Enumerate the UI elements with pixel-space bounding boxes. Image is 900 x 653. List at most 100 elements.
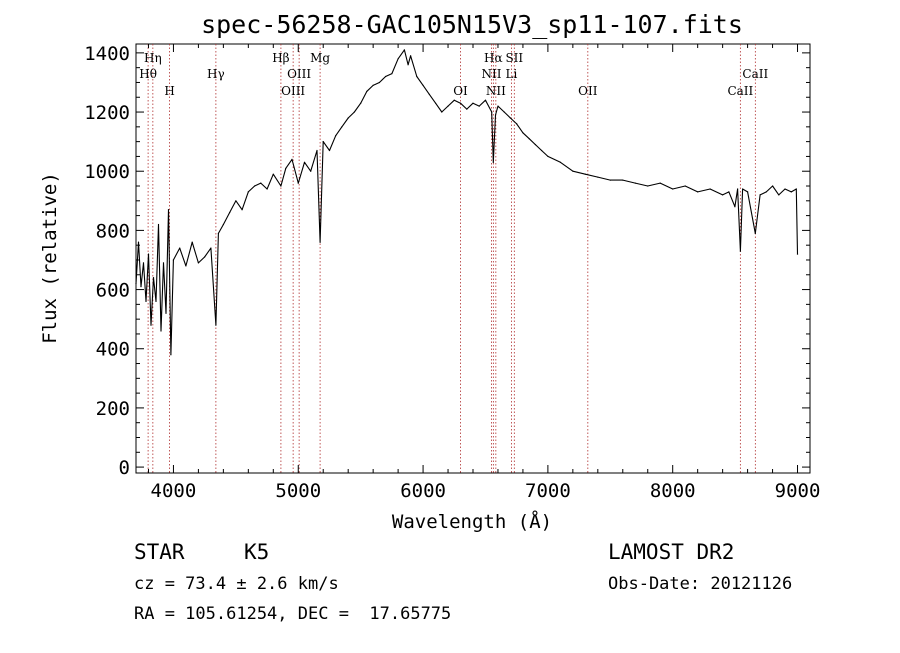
flux-point — [737, 188, 739, 190]
flux-point — [142, 262, 145, 264]
flux-point — [353, 111, 355, 113]
spectral-line-label: SII — [505, 51, 523, 65]
flux-point — [790, 191, 792, 193]
y-axis-label: Flux (relative) — [39, 172, 61, 344]
flux-point — [584, 173, 586, 175]
x-tick-label: 9000 — [775, 480, 821, 502]
spectral-line-label: Li — [506, 67, 518, 81]
flux-point — [191, 241, 193, 243]
flux-point — [528, 138, 530, 140]
object-subclass: K5 — [244, 540, 270, 564]
spectral-line-label: Hθ — [139, 67, 157, 81]
y-tick-label: 400 — [96, 339, 130, 361]
flux-point — [516, 123, 518, 125]
y-tick-label: 0 — [119, 457, 130, 479]
flux-point — [522, 132, 524, 134]
flux-point — [229, 212, 231, 214]
flux-point — [135, 283, 137, 285]
flux-point — [157, 223, 160, 226]
flux-point — [360, 102, 362, 104]
coordinates: RA = 105.61254, DEC = 17.65775 — [134, 604, 452, 624]
flux-point — [672, 188, 674, 190]
flux-point — [459, 102, 462, 104]
y-tick-label: 1200 — [84, 102, 130, 124]
flux-point — [796, 253, 799, 255]
x-tick-label: 7000 — [525, 480, 571, 502]
flux-point — [165, 312, 167, 314]
flux-point — [778, 194, 780, 196]
flux-point — [447, 105, 449, 107]
spectral-line-label: OIII — [287, 67, 311, 81]
flux-point — [297, 182, 299, 184]
flux-point — [497, 105, 499, 107]
flux-point — [435, 102, 437, 104]
flux-point — [772, 185, 774, 187]
flux-point — [684, 185, 686, 187]
flux-point — [397, 58, 399, 60]
flux-point — [559, 161, 562, 163]
flux-point — [167, 209, 170, 211]
flux-series — [135, 49, 799, 356]
spectral-line-labels: HηHθHHγHβOIIIOIIIMgOIHαNIINIILiOIISIICaI… — [139, 51, 768, 98]
flux-point — [759, 194, 761, 196]
x-tick-label: 5000 — [275, 480, 321, 502]
flux-point — [162, 262, 165, 264]
x-tick-label: 6000 — [400, 480, 446, 502]
flux-point — [140, 286, 142, 288]
flux-point — [137, 241, 140, 243]
flux-point — [697, 191, 699, 193]
x-axis-label: Wavelength (Å) — [392, 510, 552, 533]
flux-point — [215, 324, 217, 326]
flux-point — [722, 194, 724, 196]
flux-point — [328, 149, 331, 152]
flux-point — [453, 99, 455, 101]
spectral-line-label: Hα — [484, 51, 503, 65]
x-tick-label: 4000 — [151, 480, 197, 502]
flux-point — [428, 93, 430, 95]
flux-point — [378, 81, 380, 84]
spectral-line-markers — [147, 44, 756, 473]
flux-point — [241, 209, 243, 211]
flux-point — [179, 247, 181, 249]
flux-line — [135, 49, 799, 356]
flux-point — [742, 188, 744, 190]
y-axis-ticks: 0 200 400 600 800 1000 1200 1400 — [84, 43, 810, 479]
flux-point — [322, 141, 324, 143]
flux-point — [478, 105, 480, 107]
flux-point — [754, 232, 756, 234]
flux-point — [335, 135, 337, 137]
flux-point — [547, 155, 549, 157]
flux-point — [747, 191, 749, 193]
flux-point — [160, 330, 162, 332]
flux-point — [254, 185, 256, 187]
flux-point — [155, 300, 157, 302]
flux-point — [316, 149, 318, 152]
observation-date: Obs-Date: 20121126 — [608, 574, 793, 594]
flux-point — [407, 64, 409, 66]
flux-point — [366, 90, 368, 92]
spectral-line-label: OIII — [281, 84, 305, 98]
x-tick-label: 8000 — [650, 480, 696, 502]
flux-point — [210, 247, 212, 249]
flux-point — [272, 173, 274, 175]
spectral-line-label: OII — [578, 84, 598, 98]
spectral-line-label: Hβ — [272, 51, 289, 65]
flux-point — [197, 262, 199, 264]
flux-point — [204, 256, 206, 258]
flux-point — [647, 185, 649, 187]
flux-point — [795, 188, 797, 190]
y-tick-label: 200 — [96, 398, 130, 420]
flux-point — [509, 117, 511, 119]
flux-point — [285, 167, 287, 169]
flux-point — [185, 265, 187, 267]
flux-point — [150, 324, 152, 326]
flux-point — [410, 55, 412, 57]
flux-point — [222, 223, 224, 226]
spectral-line-label: H — [164, 84, 174, 98]
flux-point — [341, 126, 343, 128]
spectral-line-label: OI — [453, 84, 468, 98]
flux-point — [385, 75, 387, 78]
spectral-line-label: Hγ — [207, 67, 225, 81]
flux-point — [728, 191, 730, 193]
